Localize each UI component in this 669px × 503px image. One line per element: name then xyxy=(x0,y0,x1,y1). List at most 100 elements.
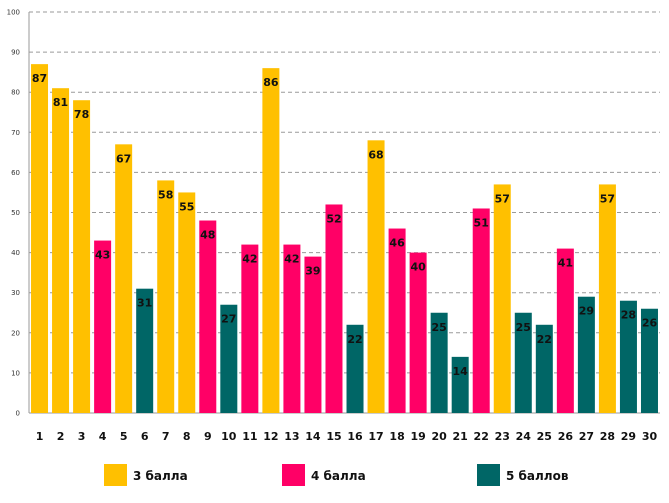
x-tick-label: 17 xyxy=(368,430,383,443)
data-label: 81 xyxy=(53,96,68,109)
x-tick-label: 24 xyxy=(516,430,532,443)
y-tick-label: 80 xyxy=(11,89,20,97)
data-label: 29 xyxy=(579,305,594,318)
data-label: 51 xyxy=(474,216,489,229)
legend-swatch xyxy=(477,464,500,486)
bar xyxy=(220,304,238,413)
y-tick-label: 70 xyxy=(11,129,20,137)
data-label: 27 xyxy=(221,313,236,326)
data-label: 68 xyxy=(368,148,383,161)
data-label: 22 xyxy=(537,333,552,346)
bar xyxy=(94,240,112,413)
legend: 3 балла 4 балла 5 баллов xyxy=(104,464,569,486)
data-label: 57 xyxy=(600,192,615,205)
x-axis-ticks: 1 2 3 4 5 6 7 8 9 10 11 12 13 14 15 16 17 18 19 20 21 22 23 24 2… xyxy=(36,430,658,443)
bar xyxy=(325,204,343,413)
x-tick-label: 5 xyxy=(120,430,128,443)
x-tick-label: 13 xyxy=(284,430,299,443)
bar xyxy=(514,312,532,413)
legend-swatch xyxy=(282,464,305,486)
bar xyxy=(283,244,301,413)
legend-label: 4 балла xyxy=(311,469,366,483)
data-label: 40 xyxy=(410,261,426,274)
y-tick-label: 100 xyxy=(7,9,20,17)
bar xyxy=(493,184,511,413)
x-tick-label: 10 xyxy=(221,430,237,443)
bar xyxy=(346,324,364,413)
bar xyxy=(367,140,385,413)
x-tick-label: 4 xyxy=(99,430,107,443)
bar xyxy=(451,356,469,413)
x-tick-label: 9 xyxy=(204,430,212,443)
data-label: 86 xyxy=(263,76,279,89)
x-tick-label: 18 xyxy=(389,430,404,443)
data-label: 55 xyxy=(179,200,194,213)
bar xyxy=(409,252,427,413)
data-label: 58 xyxy=(158,188,173,201)
bar xyxy=(388,228,406,413)
y-tick-label: 90 xyxy=(11,49,20,57)
bar xyxy=(178,192,196,413)
bar xyxy=(430,312,448,413)
bar xyxy=(556,248,574,413)
data-label: 67 xyxy=(116,152,131,165)
legend-label: 5 баллов xyxy=(506,469,569,483)
data-label: 28 xyxy=(621,309,636,322)
bar xyxy=(472,208,490,413)
x-tick-label: 11 xyxy=(242,430,257,443)
data-label: 57 xyxy=(495,192,510,205)
bar xyxy=(577,296,595,413)
bar xyxy=(136,288,154,413)
x-tick-label: 20 xyxy=(431,430,447,443)
data-label: 31 xyxy=(137,297,152,310)
y-tick-label: 50 xyxy=(11,209,20,217)
legend-swatch xyxy=(104,464,127,486)
data-label: 48 xyxy=(200,229,215,242)
x-tick-label: 22 xyxy=(474,430,489,443)
x-tick-label: 26 xyxy=(558,430,574,443)
bar xyxy=(115,144,133,413)
bar xyxy=(598,184,616,413)
x-tick-label: 2 xyxy=(57,430,65,443)
data-label: 42 xyxy=(242,253,257,266)
y-axis-ticks: 0 10 20 30 40 50 60 70 80 90 100 xyxy=(7,9,20,418)
x-tick-label: 3 xyxy=(78,430,86,443)
bars xyxy=(31,64,658,413)
data-label: 22 xyxy=(347,333,362,346)
x-tick-label: 6 xyxy=(141,430,149,443)
x-tick-label: 15 xyxy=(326,430,341,443)
x-tick-label: 23 xyxy=(495,430,510,443)
y-tick-label: 20 xyxy=(11,329,20,337)
data-label: 26 xyxy=(642,317,658,330)
x-tick-label: 28 xyxy=(600,430,615,443)
bar xyxy=(52,88,70,413)
data-label: 43 xyxy=(95,249,110,262)
x-tick-label: 29 xyxy=(621,430,636,443)
data-label: 52 xyxy=(326,212,341,225)
bar xyxy=(535,324,553,413)
y-tick-label: 60 xyxy=(11,169,20,177)
bar xyxy=(157,180,175,413)
x-tick-label: 25 xyxy=(537,430,552,443)
data-label: 25 xyxy=(516,321,531,334)
gridlines xyxy=(28,11,660,414)
data-label: 41 xyxy=(558,257,573,270)
x-tick-label: 30 xyxy=(642,430,658,443)
x-tick-label: 21 xyxy=(453,430,468,443)
x-tick-label: 8 xyxy=(183,430,191,443)
bar xyxy=(640,308,658,413)
y-tick-label: 30 xyxy=(11,289,20,297)
x-tick-label: 1 xyxy=(36,430,44,443)
y-tick-label: 10 xyxy=(11,369,20,377)
bar xyxy=(241,244,259,413)
data-label: 78 xyxy=(74,108,89,121)
data-label: 25 xyxy=(431,321,446,334)
x-tick-label: 12 xyxy=(263,430,278,443)
bar xyxy=(262,68,280,413)
x-tick-label: 27 xyxy=(579,430,594,443)
x-tick-label: 16 xyxy=(347,430,363,443)
bar xyxy=(304,256,322,413)
bar xyxy=(199,220,217,413)
y-tick-label: 0 xyxy=(16,410,20,418)
